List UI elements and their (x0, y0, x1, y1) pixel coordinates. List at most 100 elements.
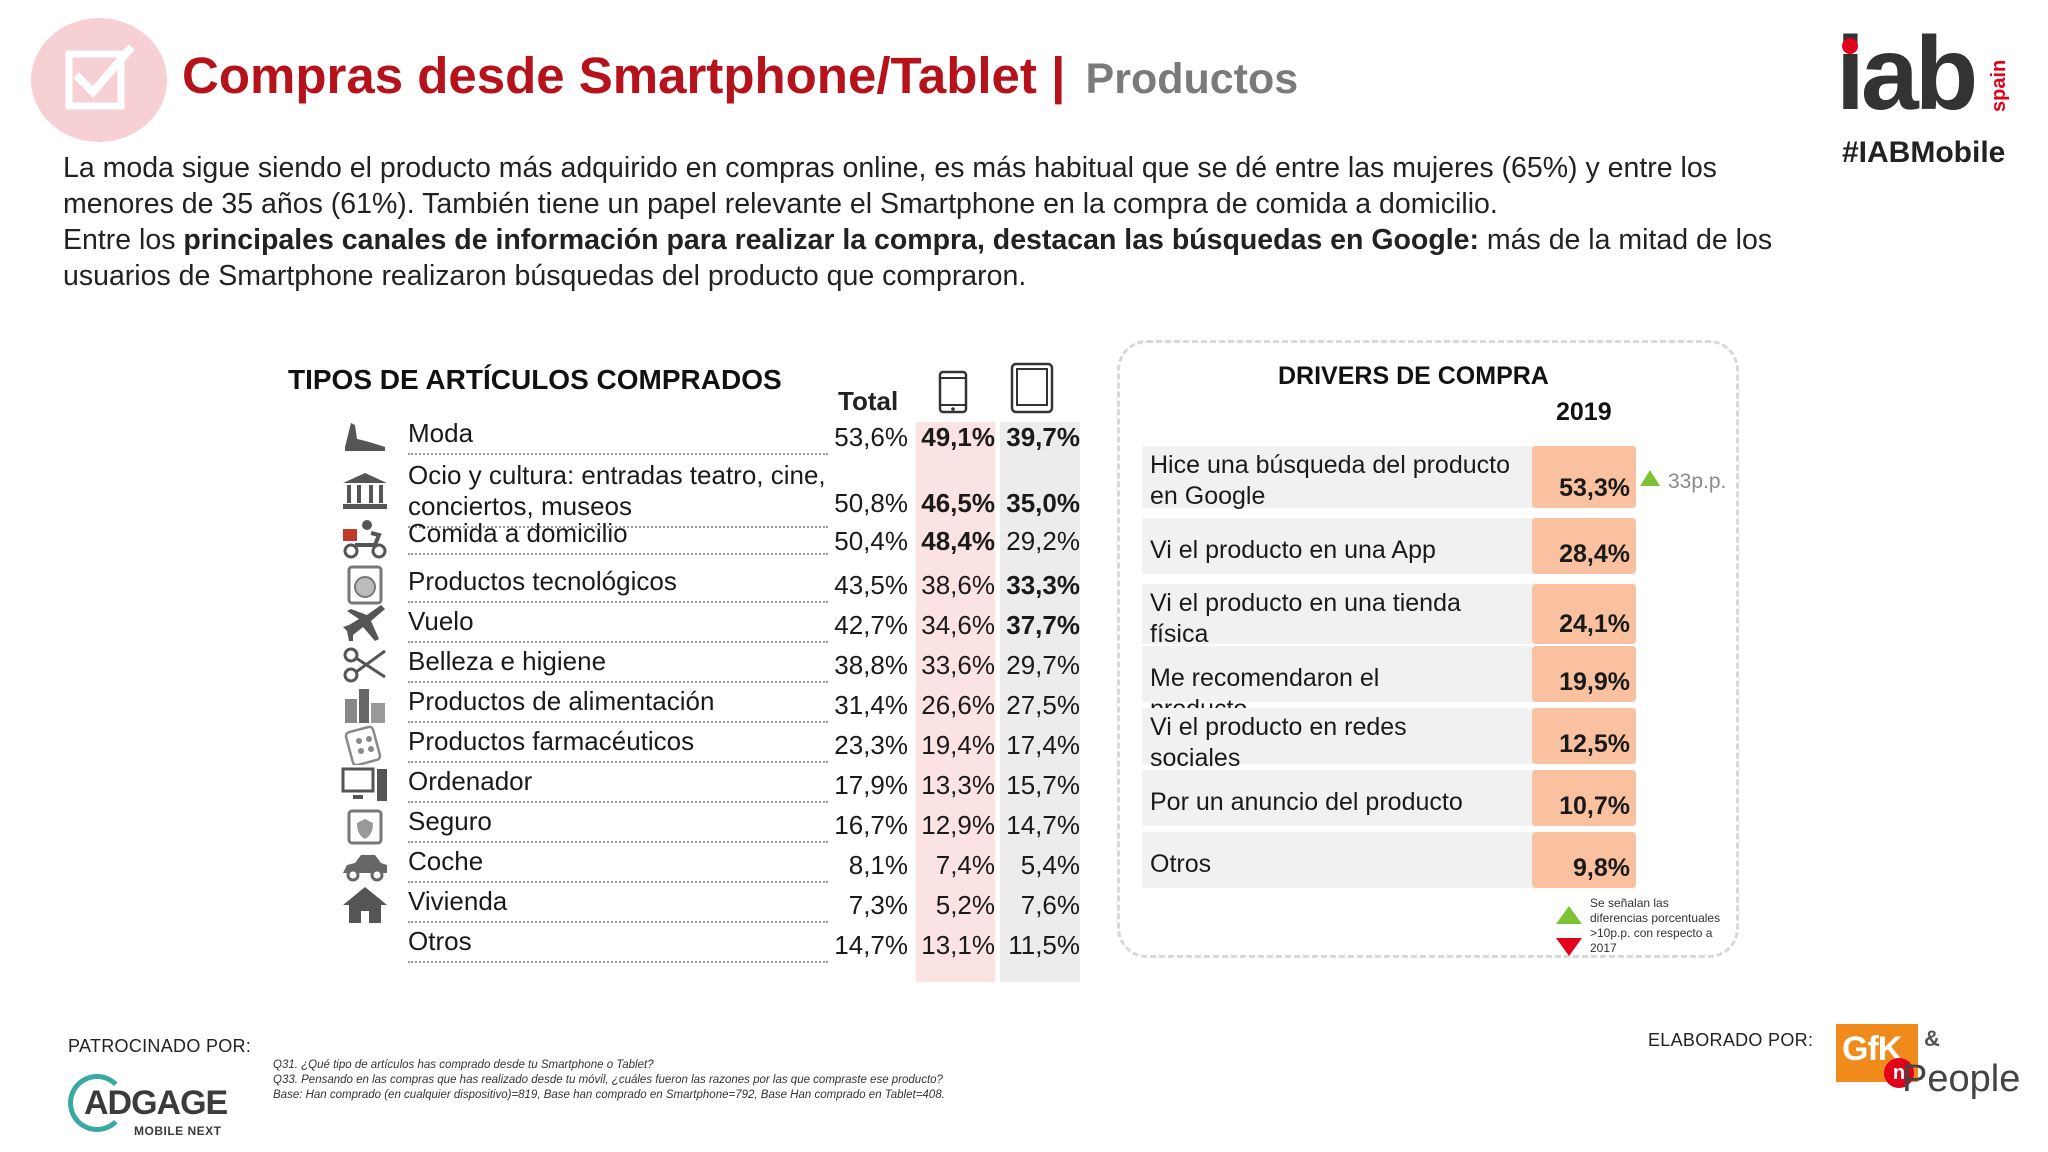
row-total-value: 38,8% (834, 650, 908, 680)
computer-icon (341, 767, 387, 801)
people-wordmark: People (1902, 1058, 2021, 1100)
row-label: Vivienda (408, 886, 828, 923)
table-row: Productos farmacéuticos 23,3% 19,4% 17,4% (340, 725, 1090, 765)
smartphone-column-bg (916, 422, 995, 982)
insurance-icon (347, 809, 383, 845)
row-total-value: 50,4% (834, 526, 908, 556)
table-row: Seguro 16,7% 12,9% 14,7% (340, 806, 1090, 845)
row-total-value: 8,1% (848, 850, 908, 880)
table-row: Ordenador 17,9% 13,3% 15,7% (340, 766, 1090, 804)
tablet-icon (1010, 362, 1054, 414)
driver-value: 12,5% (1532, 708, 1636, 764)
row-label: Coche (408, 846, 828, 883)
house-icon (343, 887, 387, 923)
articles-table-title: TIPOS DE ARTÍCULOS COMPRADOS (288, 364, 782, 395)
title-separator: | (1051, 47, 1066, 104)
footnote-q31: Q31. ¿Qué tipo de artículos has comprado… (273, 1059, 654, 1071)
washer-icon (347, 565, 383, 605)
difference-label: 33p.p. (1668, 470, 1727, 493)
driver-value: 28,4% (1532, 518, 1636, 574)
intro-p2-bold: principales canales de información para … (183, 224, 1480, 256)
scissors-icon (343, 647, 386, 683)
footnotes: Q31. ¿Qué tipo de artículos has comprado… (273, 1058, 945, 1103)
row-tablet-value: 29,2% (1006, 526, 1080, 556)
legend-down-icon (1556, 938, 1582, 956)
row-label: Ocio y cultura: entradas teatro, cine, c… (408, 460, 828, 528)
title-main: Compras desde Smartphone/Tablet (182, 47, 1037, 104)
row-tablet-value: 15,7% (1006, 770, 1080, 800)
intro-paragraph-2: Entre los principales canales de informa… (63, 222, 1783, 294)
table-row: Productos de alimentación 31,4% 26,6% 27,5% (340, 686, 1090, 724)
row-smartphone-value: 5,2% (935, 890, 995, 920)
drivers-panel (1117, 340, 1739, 958)
row-smartphone-value: 38,6% (921, 570, 995, 600)
row-total-value: 16,7% (834, 810, 908, 840)
row-smartphone-value: 7,4% (935, 850, 995, 880)
legend-up-icon (1556, 906, 1582, 924)
table-row: Belleza e higiene 38,8% 33,6% 29,7% (340, 646, 1090, 684)
row-smartphone-value: 48,4% (921, 526, 995, 556)
hashtag: #IABMobile (1842, 136, 2006, 169)
table-row: Productos tecnológicos 43,5% 38,6% 33,3% (340, 565, 1090, 605)
row-label: Moda (408, 418, 828, 455)
row-label: Vuelo (408, 606, 828, 643)
iab-logo: iab spain (1836, 22, 2026, 130)
row-label: Seguro (408, 806, 828, 843)
driver-value: 53,3% (1532, 446, 1636, 508)
iab-region: spain (1988, 59, 2010, 112)
pills-icon (344, 725, 382, 765)
sponsor-label: PATROCINADO POR: (68, 1036, 252, 1056)
row-label: Otros (408, 926, 828, 963)
iab-dot (1842, 38, 1858, 54)
row-total-value: 23,3% (834, 730, 908, 760)
row-total-value: 42,7% (834, 610, 908, 640)
row-total-value: 43,5% (834, 570, 908, 600)
driver-label: Vi el producto en una tienda física (1150, 589, 1461, 648)
people-n-badge: n (1884, 1058, 1914, 1088)
row-smartphone-value: 46,5% (921, 488, 995, 518)
row-smartphone-value: 12,9% (921, 810, 995, 840)
sponsor-sub: MOBILE NEXT (134, 1124, 222, 1138)
row-label: Productos de alimentación (408, 686, 828, 723)
row-label: Productos tecnológicos (408, 566, 828, 603)
table-row: Vuelo 42,7% 34,6% 37,7% (340, 605, 1090, 644)
table-row: Moda 53,6% 49,1% 39,7% (340, 418, 1090, 456)
row-smartphone-value: 19,4% (921, 730, 995, 760)
page-title: Compras desde Smartphone/Tablet | Produc… (182, 46, 1298, 105)
producer-logo: GfK & n People (1836, 1022, 2020, 1102)
table-row: Coche 8,1% 7,4% 5,4% (340, 846, 1090, 884)
row-total-value: 7,3% (848, 890, 908, 920)
driver-label: Hice una búsqueda del producto en Google (1150, 451, 1510, 510)
legend-note: Se señalan las diferencias porcentuales … (1590, 896, 1721, 955)
ampersand: & (1924, 1026, 1940, 1051)
row-label: Productos farmacéuticos (408, 726, 828, 763)
table-row: Comida a domicilio 50,4% 48,4% 29,2% (340, 518, 1090, 560)
groceries-icon (345, 689, 385, 723)
row-tablet-value: 27,5% (1006, 690, 1080, 720)
delivery-icon (343, 520, 387, 559)
tablet-column-bg (1000, 422, 1080, 982)
row-tablet-value: 17,4% (1006, 730, 1080, 760)
row-tablet-value: 37,7% (1006, 610, 1080, 640)
driver-row: Vi el producto en una App 28,4% (1142, 518, 1636, 574)
row-smartphone-value: 49,1% (921, 422, 995, 452)
driver-row: Me recomendaron el producto19,9% (1142, 646, 1636, 723)
row-tablet-value: 7,6% (1020, 890, 1080, 920)
sponsor-logo: ADGAGE MOBILE NEXT (68, 1070, 238, 1140)
driver-value: 19,9% (1532, 646, 1636, 702)
car-icon (343, 855, 387, 882)
intro-p2-start: Entre los (63, 224, 184, 256)
table-row: Otros 14,7% 13,1% 11,5% (340, 926, 1090, 964)
drivers-title: DRIVERS DE COMPRA (1278, 362, 1549, 390)
checkbox-icon (65, 44, 135, 110)
table-row: Ocio y cultura: entradas teatro, cine, c… (340, 460, 1090, 528)
row-smartphone-value: 33,6% (921, 650, 995, 680)
driver-row: Vi el producto en una tienda física 24,1% (1142, 584, 1636, 648)
driver-row: Vi el producto en redes sociales 12,5% (1142, 708, 1636, 772)
row-total-value: 31,4% (834, 690, 908, 720)
drivers-year: 2019 (1556, 398, 1612, 426)
table-row: Vivienda 7,3% 5,2% 7,6% (340, 886, 1090, 924)
checkbox-logo (31, 18, 167, 142)
sponsor-ring-icon (68, 1074, 126, 1132)
intro-p2-end: más de la mitad de los usuarios de Smart… (63, 224, 1773, 292)
